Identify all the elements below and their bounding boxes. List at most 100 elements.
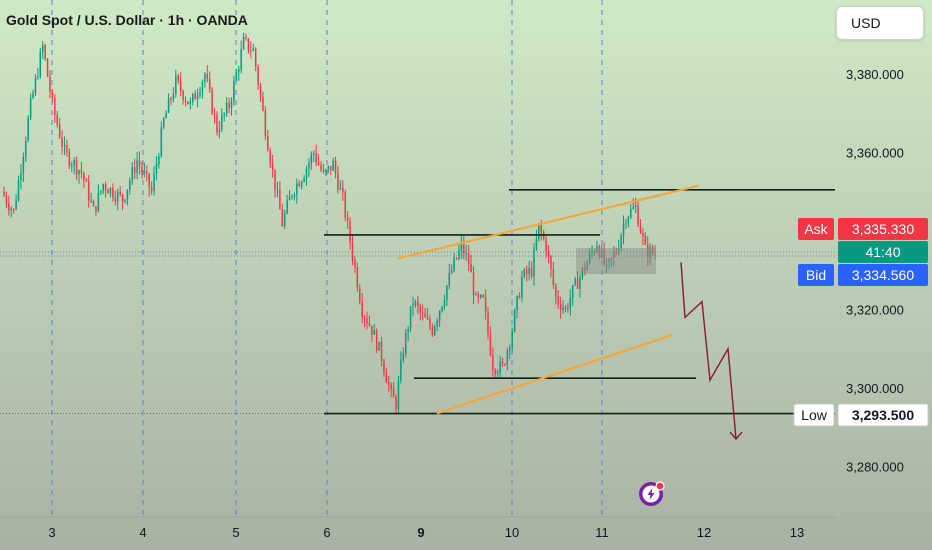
candle-body <box>29 97 32 118</box>
candle-body <box>322 170 325 172</box>
candle-body <box>576 278 579 289</box>
candle-body <box>158 156 160 165</box>
candle-body <box>17 180 20 201</box>
candle-body <box>332 160 334 171</box>
x-tick-label: 11 <box>595 525 609 540</box>
candle-body <box>528 268 530 275</box>
candle-body <box>511 331 513 347</box>
price-markers: Ask 3,335.330 41:40 Bid 3,334.560 Low 3,293.50… <box>793 218 929 427</box>
candle-body <box>383 360 385 373</box>
candle-body <box>3 191 5 196</box>
candle-body <box>412 304 414 307</box>
currency-button[interactable]: USD <box>836 6 924 40</box>
candle-body <box>109 187 112 194</box>
low-price: 3,293.500 <box>837 403 929 427</box>
channel-line <box>436 333 673 415</box>
lightning-icon[interactable] <box>639 481 665 506</box>
bar-countdown: 41:40 <box>838 241 928 263</box>
candle-body <box>513 310 516 332</box>
bid-label: Bid <box>798 264 834 286</box>
candle-body <box>642 232 644 237</box>
x-tick-label: 9 <box>417 525 424 540</box>
candle-body <box>385 372 388 383</box>
candle-body <box>337 173 339 190</box>
candle-body <box>625 223 627 225</box>
candle-body <box>150 187 153 191</box>
candle-body <box>143 171 146 173</box>
candle-body <box>73 159 75 166</box>
candle-body <box>162 118 165 128</box>
candle-body <box>201 81 204 92</box>
candle-body <box>15 200 17 209</box>
candle-body <box>315 153 317 163</box>
candle-body <box>148 173 150 188</box>
candle-body <box>567 307 569 309</box>
x-tick-label: 4 <box>139 525 146 540</box>
channel-line <box>397 184 699 260</box>
candle-body <box>61 137 63 147</box>
candle-body <box>235 72 238 81</box>
candle-body <box>97 192 100 212</box>
candle-body <box>138 160 141 167</box>
candle-body <box>305 168 308 179</box>
candle-body <box>194 93 196 100</box>
candle-body <box>424 313 426 318</box>
candle-body <box>470 264 472 273</box>
candle-body <box>182 91 184 101</box>
candle-body <box>392 388 395 398</box>
candle-body <box>637 205 639 226</box>
candle-body <box>274 169 276 191</box>
candle-body <box>20 173 22 181</box>
svg-text:41:40: 41:40 <box>865 244 900 260</box>
candle-body <box>10 208 13 211</box>
candle-body <box>501 361 504 365</box>
candle-body <box>320 164 322 171</box>
candle-body <box>434 326 436 335</box>
candle-body <box>622 223 625 236</box>
candle-body <box>175 75 177 94</box>
candle-body <box>5 195 8 204</box>
candle-body <box>465 253 467 255</box>
candle-body <box>269 150 271 164</box>
candle-body <box>131 167 134 181</box>
candle-body <box>116 191 119 202</box>
candle-body <box>438 311 441 321</box>
candle-body <box>211 88 213 114</box>
candlesticks <box>3 32 656 415</box>
candle-body <box>90 201 92 203</box>
candle-body <box>620 235 622 249</box>
candle-body <box>257 66 259 85</box>
candle-body <box>95 206 97 212</box>
candle-body <box>482 295 484 297</box>
candle-body <box>37 76 39 78</box>
candle-body <box>458 250 460 259</box>
candle-body <box>208 78 211 89</box>
candle-body <box>102 184 104 191</box>
candle-body <box>41 44 44 53</box>
candle-body <box>114 197 117 202</box>
candle-body <box>228 102 230 108</box>
candle-body <box>540 223 543 233</box>
candle-body <box>339 187 342 190</box>
candle-body <box>288 196 291 201</box>
candle-body <box>121 194 124 202</box>
candle-body <box>504 364 506 366</box>
y-tick-label: 3,300.000 <box>846 381 904 396</box>
candle-body <box>388 382 390 386</box>
candle-body <box>230 100 233 108</box>
candle-body <box>184 100 187 102</box>
candle-body <box>286 200 288 214</box>
candle-body <box>233 80 235 101</box>
candle-body <box>446 285 448 301</box>
candle-body <box>153 173 155 191</box>
candle-body <box>431 326 434 335</box>
svg-text:Low: Low <box>801 407 828 423</box>
candle-body <box>189 101 192 105</box>
candle-body <box>361 302 363 318</box>
projection-arrowhead <box>729 431 743 441</box>
candle-body <box>25 140 27 157</box>
candle-body <box>533 249 535 277</box>
ask-label: Ask <box>798 218 834 240</box>
x-tick-label: 5 <box>232 525 239 540</box>
